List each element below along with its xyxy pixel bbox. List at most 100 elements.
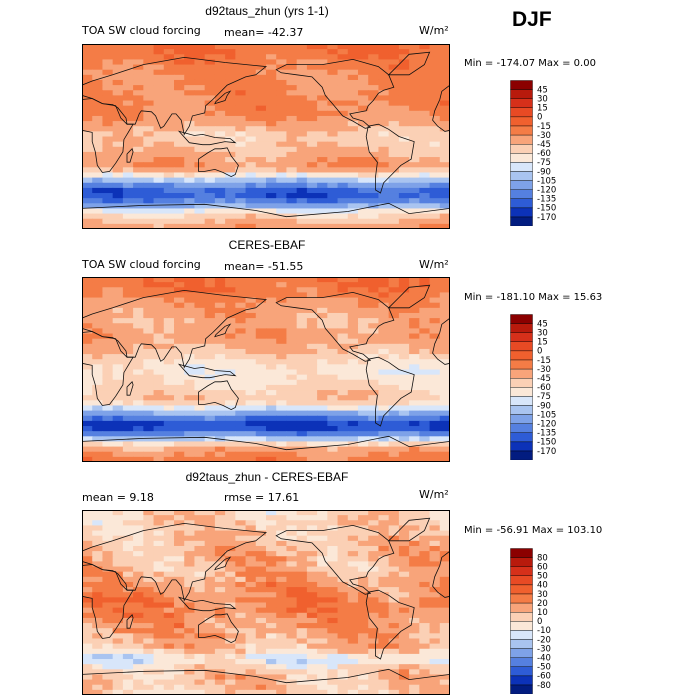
- grid-cell: [194, 74, 206, 81]
- grid-cell: [153, 105, 165, 112]
- grid-cell: [214, 141, 226, 148]
- grid-cell: [409, 364, 420, 371]
- grid-cell: [102, 369, 114, 376]
- grid-cell: [337, 566, 349, 573]
- grid-cell: [419, 607, 431, 614]
- grid-cell: [429, 162, 441, 168]
- colorbar-tick-label: -45: [537, 374, 551, 384]
- grid-cell: [92, 633, 104, 640]
- grid-cell: [409, 223, 420, 229]
- grid-cell: [317, 79, 328, 86]
- grid-cell: [368, 307, 380, 314]
- grid-cell: [255, 115, 267, 122]
- grid-cell: [358, 223, 369, 229]
- grid-cell: [122, 571, 134, 578]
- grid-cell: [214, 187, 226, 194]
- grid-cell: [235, 79, 247, 86]
- grid-cell: [163, 592, 175, 598]
- grid-cell: [153, 379, 165, 386]
- grid-cell: [163, 213, 175, 220]
- grid-cell: [296, 333, 308, 340]
- grid-cell: [358, 277, 369, 283]
- grid-cell: [245, 359, 257, 365]
- grid-cell: [102, 545, 114, 552]
- grid-cell: [337, 556, 349, 562]
- grid-cell: [439, 302, 450, 309]
- grid-cell: [235, 198, 247, 204]
- grid-cell: [368, 415, 380, 422]
- colorbar-tick-label: -15: [537, 356, 551, 366]
- grid-cell: [317, 354, 328, 360]
- grid-cell: [92, 141, 104, 148]
- grid-cell: [306, 684, 318, 691]
- grid-cell: [143, 218, 155, 225]
- grid-cell: [409, 277, 420, 283]
- coastline-outline: [82, 202, 450, 229]
- grid-cell: [102, 157, 114, 163]
- grid-cell: [337, 90, 349, 96]
- grid-cell: [347, 530, 359, 537]
- grid-cell: [133, 669, 144, 676]
- grid-cell: [398, 59, 410, 66]
- grid-cell: [133, 456, 144, 462]
- grid-cell: [92, 105, 104, 112]
- grid-cell: [122, 157, 134, 163]
- grid-cell: [306, 379, 318, 386]
- grid-cell: [133, 167, 144, 174]
- grid-cell: [347, 333, 359, 340]
- grid-cell: [409, 679, 420, 686]
- grid-cell: [388, 415, 400, 422]
- grid-cell: [296, 633, 308, 640]
- grid-cell: [266, 612, 277, 619]
- grid-cell: [163, 105, 175, 112]
- grid-cell: [112, 525, 124, 532]
- grid-cell: [398, 456, 410, 462]
- grid-cell: [327, 115, 339, 122]
- grid-cell: [235, 689, 247, 695]
- grid-cell: [194, 146, 206, 153]
- grid-cell: [122, 607, 134, 614]
- grid-cell: [306, 638, 318, 645]
- grid-cell: [102, 297, 114, 304]
- grid-cell: [255, 607, 267, 614]
- grid-cell: [82, 187, 93, 194]
- grid-cell: [174, 520, 185, 527]
- grid-cell: [296, 312, 308, 319]
- grid-cell: [327, 359, 339, 365]
- grid-cell: [204, 602, 216, 609]
- grid-cell: [276, 44, 288, 50]
- grid-cell: [276, 592, 288, 598]
- grid-cell: [317, 436, 328, 443]
- grid-cell: [143, 395, 155, 401]
- grid-cell: [92, 405, 104, 412]
- grid-cell: [378, 354, 390, 360]
- grid-cell: [163, 364, 175, 371]
- grid-cell: [317, 525, 328, 532]
- grid-cell: [122, 223, 134, 229]
- grid-cell: [143, 545, 155, 552]
- grid-cell: [143, 302, 155, 309]
- grid-cell: [214, 151, 226, 158]
- grid-cell: [112, 307, 124, 314]
- grid-cell: [214, 597, 226, 604]
- grid-cell: [358, 653, 369, 660]
- grid-cell: [82, 369, 93, 376]
- grid-cell: [143, 287, 155, 294]
- grid-cell: [358, 182, 369, 189]
- grid-cell: [378, 282, 390, 288]
- grid-cell: [409, 157, 420, 163]
- grid-cell: [347, 198, 359, 204]
- grid-cell: [82, 59, 93, 66]
- grid-cell: [133, 354, 144, 360]
- grid-cell: [225, 405, 236, 412]
- grid-cell: [368, 218, 380, 225]
- grid-cell: [409, 390, 420, 396]
- grid-cell: [143, 571, 155, 578]
- grid-cell: [225, 49, 236, 55]
- grid-cell: [358, 597, 369, 604]
- grid-cell: [245, 198, 257, 204]
- grid-cell: [194, 581, 206, 588]
- grid-cell: [327, 177, 339, 184]
- grid-cell: [337, 628, 349, 634]
- grid-cell: [102, 343, 114, 350]
